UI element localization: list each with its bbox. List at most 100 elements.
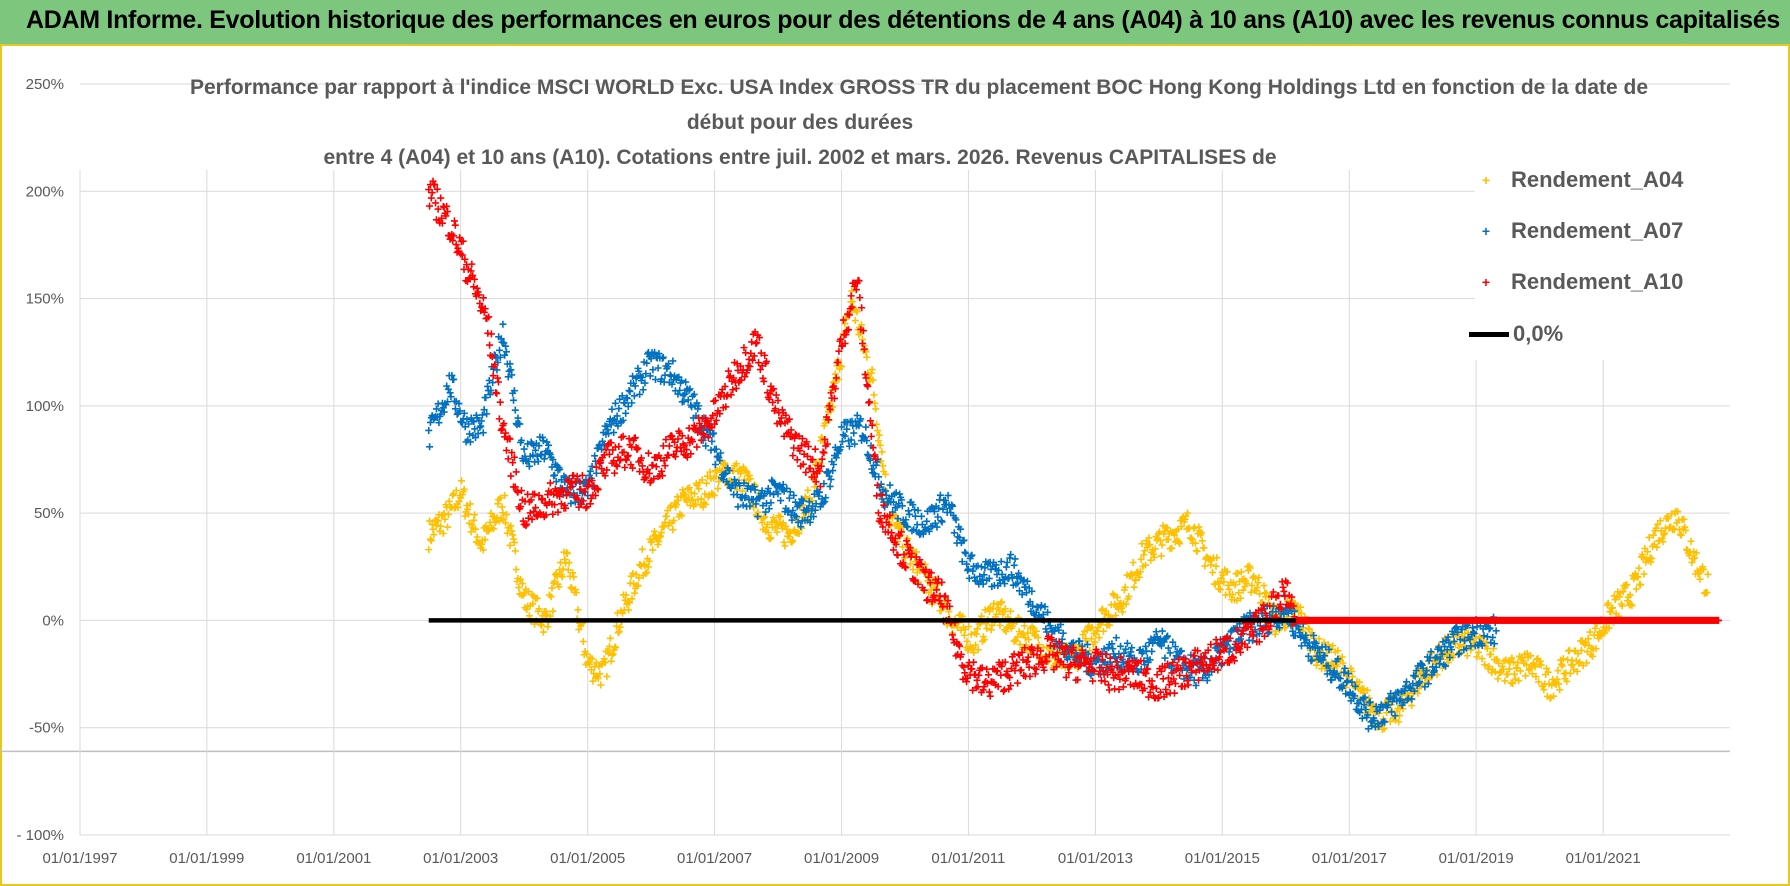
point-rendement_a10 — [551, 501, 559, 509]
point-rendement_a04 — [1207, 561, 1215, 569]
point-rendement_a07 — [931, 519, 939, 527]
point-rendement_a04 — [1320, 638, 1328, 646]
point-rendement_a04 — [963, 637, 971, 645]
point-rendement_a07 — [904, 523, 912, 531]
point-rendement_a07 — [740, 479, 748, 487]
point-rendement_a04 — [520, 589, 528, 597]
point-rendement_a04 — [460, 485, 468, 493]
point-rendement_a10 — [998, 662, 1006, 670]
point-rendement_a04 — [721, 459, 729, 467]
point-rendement_a10 — [1157, 667, 1165, 675]
y-tick-label: 150% — [26, 291, 64, 308]
point-rendement_a10 — [549, 510, 557, 518]
point-rendement_a10 — [687, 450, 695, 458]
point-rendement_a10 — [757, 349, 765, 357]
point-rendement_a07 — [496, 346, 504, 354]
point-rendement_a04 — [1130, 583, 1138, 591]
point-rendement_a10 — [777, 414, 785, 422]
point-rendement_a07 — [786, 488, 794, 496]
point-rendement_a10 — [824, 416, 832, 424]
point-rendement_a10 — [832, 374, 840, 382]
point-rendement_a10 — [1177, 664, 1185, 672]
point-rendement_a04 — [1607, 608, 1615, 616]
point-rendement_a07 — [1039, 611, 1047, 619]
x-tick-label: 01/01/1999 — [169, 850, 244, 867]
point-rendement_a04 — [1659, 538, 1667, 546]
point-rendement_a07 — [810, 513, 818, 521]
point-rendement_a10 — [763, 358, 771, 366]
point-rendement_a10 — [930, 591, 938, 599]
point-rendement_a07 — [1360, 701, 1368, 709]
x-tick-label: 01/01/2015 — [1185, 850, 1260, 867]
point-rendement_a07 — [1010, 561, 1018, 569]
point-rendement_a10 — [1060, 650, 1068, 658]
point-rendement_a10 — [1266, 602, 1274, 610]
point-rendement_a04 — [1535, 678, 1543, 686]
point-rendement_a07 — [1362, 706, 1370, 714]
point-rendement_a04 — [454, 503, 462, 511]
point-rendement_a10 — [588, 477, 596, 485]
point-rendement_a04 — [517, 575, 525, 583]
point-rendement_a10 — [1226, 634, 1234, 642]
point-rendement_a07 — [1328, 676, 1336, 684]
point-rendement_a10 — [509, 459, 517, 467]
point-rendement_a07 — [805, 498, 813, 506]
point-rendement_a10 — [456, 234, 464, 242]
point-rendement_a07 — [486, 391, 494, 399]
point-rendement_a04 — [1364, 686, 1371, 694]
point-rendement_a10 — [476, 299, 484, 307]
point-rendement_a07 — [686, 385, 694, 393]
point-rendement_a07 — [502, 348, 510, 356]
point-rendement_a10 — [564, 489, 572, 497]
legend-label-a07: Rendement_A07 — [1511, 218, 1684, 243]
point-rendement_a10 — [485, 313, 493, 321]
point-rendement_a04 — [575, 626, 583, 634]
point-rendement_a10 — [1096, 664, 1104, 672]
x-tick-label: 01/01/2009 — [804, 850, 879, 867]
point-rendement_a07 — [638, 373, 646, 381]
point-rendement_a04 — [572, 589, 580, 597]
point-rendement_a10 — [644, 466, 652, 474]
point-rendement_a04 — [1239, 586, 1247, 594]
point-rendement_a04 — [558, 573, 566, 581]
point-rendement_a10 — [616, 457, 624, 465]
point-rendement_a10 — [969, 686, 977, 694]
point-rendement_a04 — [491, 518, 499, 526]
x-tick-label: 01/01/2017 — [1312, 850, 1387, 867]
point-rendement_a10 — [527, 496, 535, 504]
point-rendement_a04 — [1515, 677, 1523, 685]
point-rendement_a04 — [567, 583, 575, 591]
point-rendement_a04 — [783, 525, 791, 533]
point-rendement_a04 — [1198, 537, 1206, 545]
point-rendement_a04 — [743, 468, 751, 476]
point-rendement_a04 — [1531, 663, 1539, 671]
point-rendement_a04 — [1190, 524, 1198, 532]
point-rendement_a10 — [451, 221, 459, 229]
point-rendement_a10 — [452, 241, 460, 249]
point-rendement_a07 — [586, 467, 594, 475]
point-rendement_a07 — [659, 353, 667, 361]
point-rendement_a04 — [1297, 610, 1305, 618]
point-rendement_a04 — [1225, 585, 1233, 593]
point-rendement_a10 — [637, 454, 645, 462]
point-rendement_a10 — [732, 384, 740, 392]
point-rendement_a10 — [1104, 671, 1112, 679]
point-rendement_a07 — [799, 497, 807, 505]
point-rendement_a04 — [1643, 548, 1651, 556]
point-rendement_a04 — [678, 512, 686, 520]
point-rendement_a07 — [950, 529, 958, 537]
point-rendement_a04 — [1609, 604, 1617, 612]
point-rendement_a10 — [504, 455, 512, 463]
point-rendement_a04 — [487, 509, 495, 517]
point-rendement_a10 — [433, 185, 441, 193]
point-rendement_a10 — [880, 501, 888, 509]
point-rendement_a04 — [1356, 678, 1364, 686]
point-rendement_a04 — [555, 583, 563, 591]
point-rendement_a07 — [608, 405, 616, 413]
point-rendement_a07 — [936, 491, 944, 499]
point-rendement_a07 — [806, 518, 814, 526]
point-rendement_a07 — [643, 359, 651, 367]
point-rendement_a04 — [1102, 607, 1110, 615]
point-rendement_a04 — [1157, 552, 1165, 560]
point-rendement_a04 — [1334, 647, 1342, 655]
